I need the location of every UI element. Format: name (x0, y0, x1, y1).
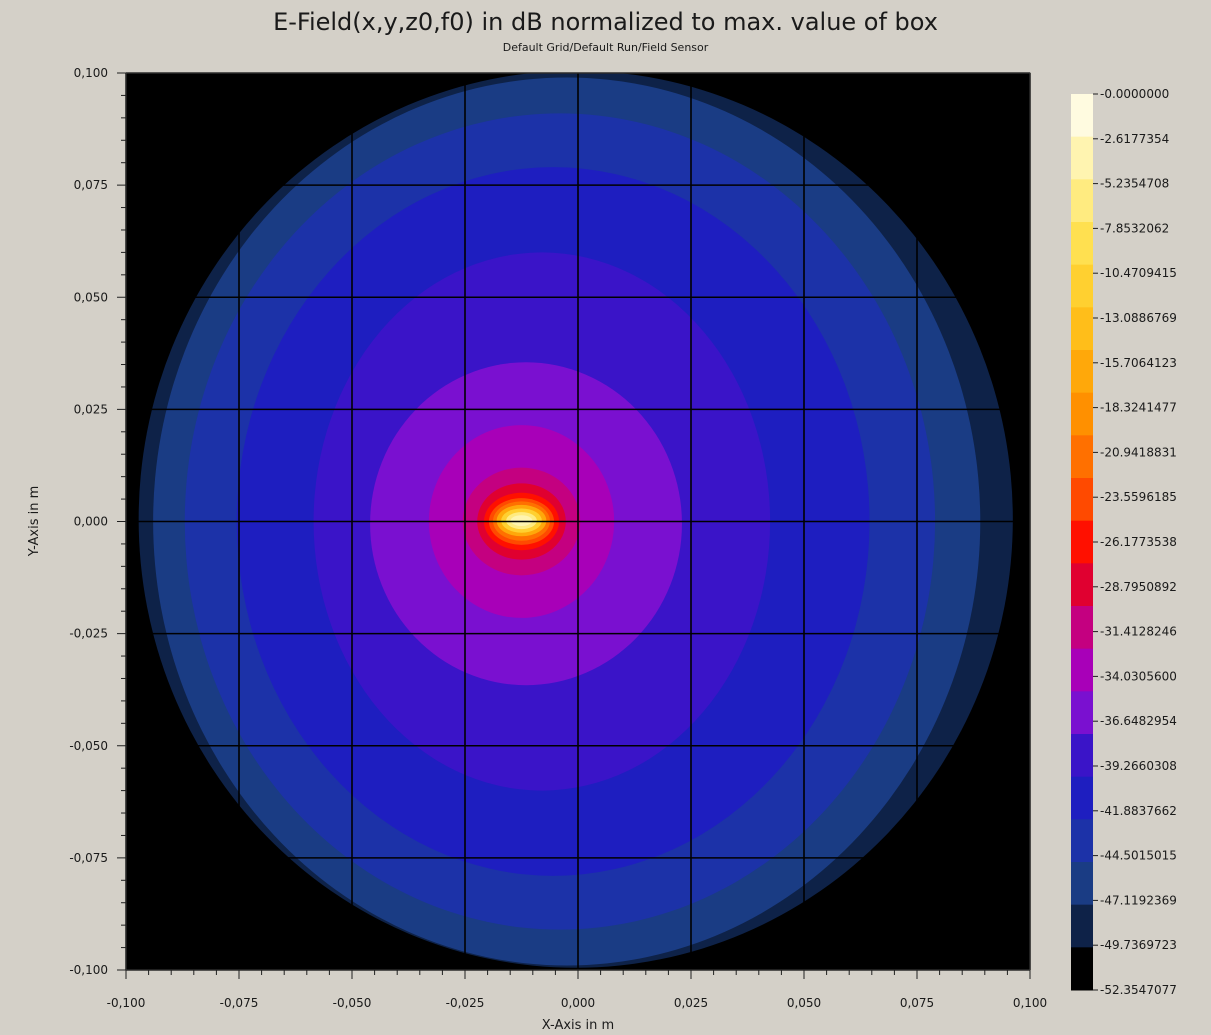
colorbar-segment (1071, 734, 1093, 778)
y-tick-label: 0,050 (74, 290, 108, 304)
colorbar-segment (1071, 648, 1093, 692)
colorbar-segment (1071, 947, 1093, 991)
x-tick-label: -0,075 (220, 996, 259, 1010)
y-tick-label: 0,000 (74, 515, 108, 529)
chart-title: E-Field(x,y,z0,f0) in dB normalized to m… (273, 8, 938, 36)
colorbar-label: -36.6482954 (1100, 714, 1177, 728)
colorbar-label: -49.7369723 (1100, 938, 1177, 952)
colorbar-label: -10.4709415 (1100, 266, 1177, 280)
colorbar-segment (1071, 350, 1093, 394)
colorbar-label: -2.6177354 (1100, 132, 1169, 146)
y-tick-label: 0,075 (74, 178, 108, 192)
x-tick-label: 0,050 (787, 996, 821, 1010)
colorbar-label: -5.2354708 (1100, 177, 1169, 191)
colorbar-segment (1071, 606, 1093, 650)
x-tick-label: 0,025 (674, 996, 708, 1010)
y-tick-label: -0,050 (69, 739, 108, 753)
y-tick-label: 0,025 (74, 402, 108, 416)
colorbar-segment (1071, 520, 1093, 564)
colorbar-label: -15.7064123 (1100, 356, 1177, 370)
colorbar-label: -44.5015015 (1100, 849, 1177, 863)
colorbar-label: -18.3241477 (1100, 401, 1177, 415)
colorbar-segment (1071, 179, 1093, 223)
colorbar-segment (1071, 392, 1093, 436)
colorbar-label: -13.0886769 (1100, 311, 1177, 325)
colorbar-label: -20.9418831 (1100, 445, 1177, 459)
colorbar-segment (1071, 691, 1093, 735)
colorbar: -0.0000000 -2.6177354 -5.2354708 -7.8532062… (1071, 87, 1177, 997)
colorbar-label: -0.0000000 (1100, 87, 1169, 101)
colorbar-segment (1071, 478, 1093, 522)
y-tick-label: -0,075 (69, 851, 108, 865)
colorbar-segment (1071, 904, 1093, 948)
colorbar-segment (1071, 862, 1093, 906)
x-tick-label: 0,000 (561, 996, 595, 1010)
chart-subtitle: Default Grid/Default Run/Field Sensor (502, 41, 709, 54)
colorbar-label: -31.4128246 (1100, 625, 1177, 639)
colorbar-label: -47.1192369 (1100, 893, 1177, 907)
field-regions (138, 73, 1013, 968)
colorbar-segment (1071, 94, 1093, 138)
colorbar-segment (1071, 136, 1093, 180)
y-tick-label: -0,100 (69, 963, 108, 977)
x-tick-label: -0,050 (333, 996, 372, 1010)
x-tick-label: -0,025 (446, 996, 485, 1010)
colorbar-segment (1071, 563, 1093, 607)
axis-ticks: -0,100 -0,075 -0,050 -0,025 0,000 0,025 0,050 0… (69, 66, 1047, 1010)
y-tick-label: -0,025 (69, 627, 108, 641)
y-axis-label: Y-Axis in m (27, 486, 42, 558)
colorbar-label: -7.8532062 (1100, 221, 1169, 235)
colorbar-label: -28.7950892 (1100, 580, 1177, 594)
x-tick-label: -0,100 (107, 996, 146, 1010)
colorbar-label: -26.1773538 (1100, 535, 1177, 549)
colorbar-segment (1071, 435, 1093, 479)
x-tick-label: 0,075 (900, 996, 934, 1010)
colorbar-label: -52.3547077 (1100, 983, 1177, 997)
colorbar-label: -34.0305600 (1100, 669, 1177, 683)
colorbar-segment (1071, 776, 1093, 820)
colorbar-segment (1071, 819, 1093, 863)
colorbar-segment (1071, 264, 1093, 308)
y-tick-label: 0,100 (74, 66, 108, 80)
colorbar-segment (1071, 307, 1093, 351)
field-region (510, 515, 533, 526)
colorbar-label: -41.8837662 (1100, 804, 1177, 818)
colorbar-label: -39.2660308 (1100, 759, 1177, 773)
x-tick-label: 0,100 (1013, 996, 1047, 1010)
colorbar-label: -23.5596185 (1100, 490, 1177, 504)
x-axis-label: X-Axis in m (542, 1018, 614, 1033)
colorbar-segment (1071, 222, 1093, 266)
